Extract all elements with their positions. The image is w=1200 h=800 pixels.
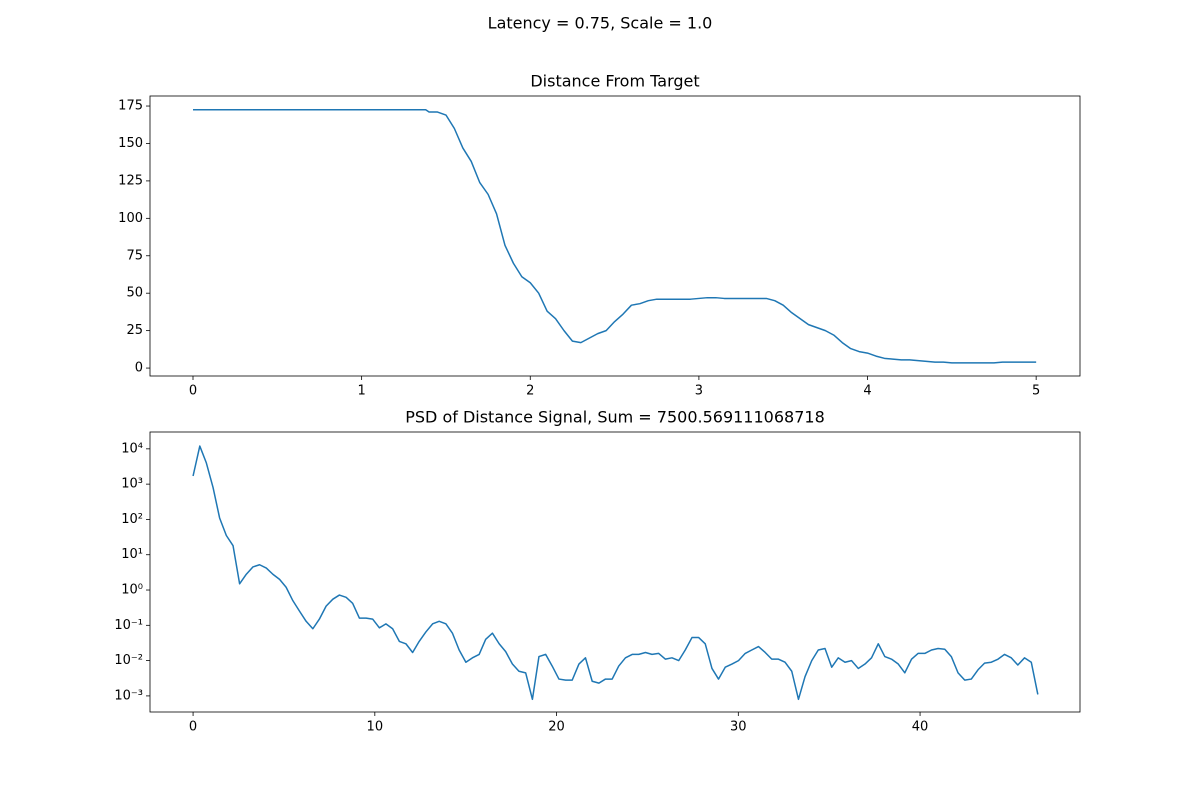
y-tick-label: 10⁴	[121, 441, 143, 456]
y-tick-label: 175	[118, 99, 143, 114]
y-tick-label: 10⁻³	[114, 688, 143, 703]
y-tick-label: 10⁻¹	[114, 618, 143, 633]
y-tick-label: 125	[118, 173, 143, 188]
y-tick-label: 75	[126, 248, 143, 263]
axes-frame	[149, 431, 1081, 713]
x-tick-label: 0	[189, 720, 197, 735]
x-tick-label: 4	[863, 384, 871, 399]
y-tick-label: 10⁰	[121, 583, 143, 598]
x-tick-label: 2	[526, 384, 534, 399]
x-tick-label: 10	[367, 720, 384, 735]
y-tick-label: 10³	[121, 477, 143, 492]
y-tick-label: 25	[126, 323, 143, 338]
x-tick-label: 1	[357, 384, 365, 399]
y-tick-label: 150	[118, 136, 143, 151]
axes-frame	[149, 95, 1081, 377]
y-tick-label: 50	[126, 286, 143, 301]
y-tick-label: 10⁻²	[114, 653, 143, 668]
x-tick-label: 3	[695, 384, 703, 399]
x-tick-label: 20	[548, 720, 565, 735]
x-tick-label: 30	[730, 720, 747, 735]
y-tick-label: 10¹	[121, 547, 143, 562]
y-tick-label: 0	[135, 361, 143, 376]
x-tick-label: 40	[912, 720, 929, 735]
data-line	[193, 109, 1037, 364]
suptitle: Latency = 0.75, Scale = 1.0	[488, 14, 713, 33]
y-tick-label: 100	[118, 211, 143, 226]
axes-title: Distance From Target	[530, 72, 699, 91]
x-tick-label: 5	[1032, 384, 1040, 399]
axes-title: PSD of Distance Signal, Sum = 7500.56911…	[405, 408, 825, 427]
y-tick-label: 10²	[121, 512, 143, 527]
data-line	[192, 445, 1039, 701]
x-tick-label: 0	[189, 384, 197, 399]
